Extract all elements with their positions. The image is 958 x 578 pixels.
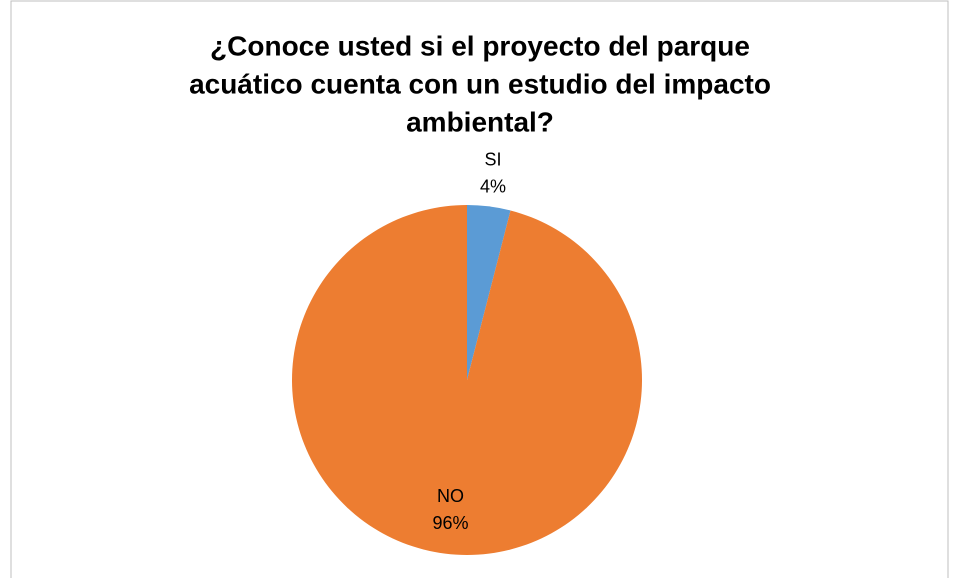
data-label-category: NO (437, 486, 464, 506)
data-label-category: SI (485, 149, 502, 169)
chart-title: acuático cuenta con un estudio del impac… (189, 68, 771, 99)
chart-title: ambiental? (406, 106, 554, 137)
data-label-value: 4% (480, 176, 506, 196)
data-label-value: 96% (433, 513, 469, 533)
chart-title: ¿Conoce usted si el proyecto del parque (210, 30, 750, 61)
pie-slice (291, 205, 643, 555)
pie-slice (467, 205, 511, 380)
